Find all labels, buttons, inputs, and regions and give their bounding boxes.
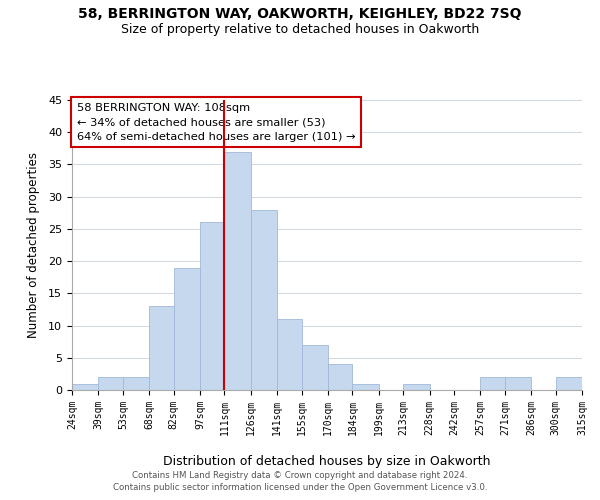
Bar (224, 152, 251, 390)
Bar (328, 364, 352, 390)
Text: Contains HM Land Registry data © Crown copyright and database right 2024.
Contai: Contains HM Land Registry data © Crown c… (113, 471, 487, 492)
Bar (505, 377, 531, 390)
Text: 58 BERRINGTON WAY: 108sqm
← 34% of detached houses are smaller (53)
64% of semi-: 58 BERRINGTON WAY: 108sqm ← 34% of detac… (77, 103, 356, 142)
Bar (302, 345, 328, 390)
Bar (173, 268, 200, 390)
Bar (200, 222, 224, 390)
Bar (251, 210, 277, 390)
Bar (481, 377, 505, 390)
Text: Distribution of detached houses by size in Oakworth: Distribution of detached houses by size … (163, 454, 491, 468)
Y-axis label: Number of detached properties: Number of detached properties (27, 152, 40, 338)
Text: 58, BERRINGTON WAY, OAKWORTH, KEIGHLEY, BD22 7SQ: 58, BERRINGTON WAY, OAKWORTH, KEIGHLEY, … (78, 8, 522, 22)
Bar (403, 384, 430, 390)
Bar (352, 384, 379, 390)
Bar (556, 377, 582, 390)
Bar (277, 319, 302, 390)
Text: Size of property relative to detached houses in Oakworth: Size of property relative to detached ho… (121, 22, 479, 36)
Bar (149, 306, 173, 390)
Bar (72, 384, 98, 390)
Bar (98, 377, 123, 390)
Bar (123, 377, 149, 390)
